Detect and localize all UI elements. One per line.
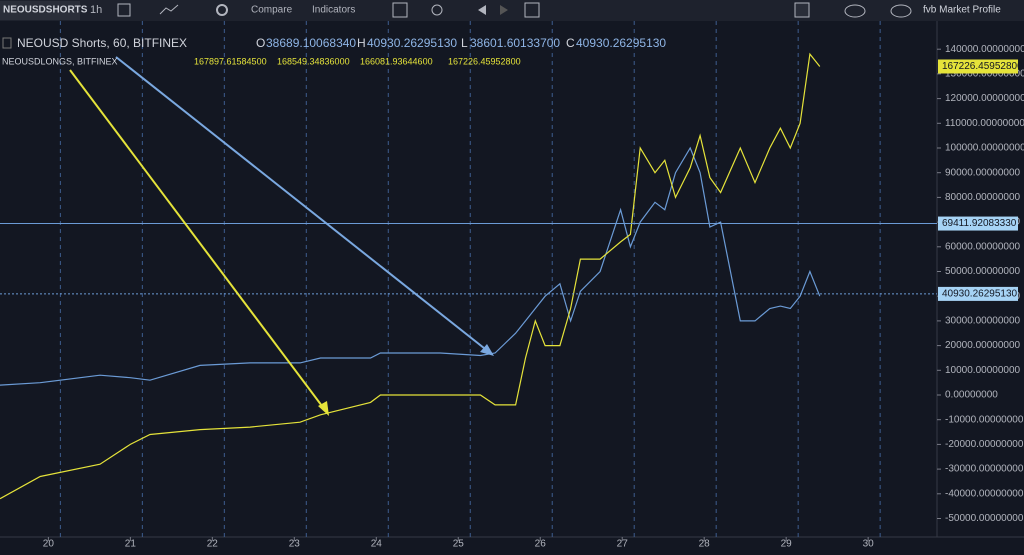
legend-h-label: H <box>357 36 366 50</box>
y-tick-label: 140000.00000000 <box>945 44 1024 55</box>
legend-c-label: C <box>566 36 575 50</box>
series-line <box>0 52 821 500</box>
legend-high: 40930.26295130 <box>367 36 457 50</box>
y-tick-label: -10000.00000000 <box>945 414 1024 425</box>
legend-low: 38601.60133700 <box>470 36 560 50</box>
y-tick-label: 20000.00000000 <box>945 340 1021 351</box>
y-tick-label: 110000.00000000 <box>945 118 1024 129</box>
x-tick-label: 23 <box>289 539 301 550</box>
x-tick-label: 22 <box>207 539 219 550</box>
series-line <box>0 146 821 386</box>
compare-button[interactable]: Compare <box>251 5 293 16</box>
settings-icon[interactable] <box>216 4 228 16</box>
alert-icon[interactable] <box>392 2 408 18</box>
legend-o-label: O <box>256 36 265 50</box>
y-tick-label: -40000.00000000 <box>945 488 1024 499</box>
bar-style-icon[interactable] <box>117 3 131 17</box>
y-tick-label: -20000.00000000 <box>945 439 1024 450</box>
legend-title: NEOUSD Shorts, 60, BITFINEX <box>17 36 187 50</box>
y-tick-label: 80000.00000000 <box>945 192 1021 203</box>
symbol[interactable]: NEOUSDSHORTS <box>3 5 88 16</box>
plot: 140000.00000000 130000.00000000 120000.000… <box>0 21 1024 550</box>
price-tag-label: 69411.92083330 <box>942 218 1017 229</box>
cloud-load-icon[interactable] <box>844 4 866 18</box>
legend-title: NEOUSDLONGS, BITFINEX <box>2 56 118 66</box>
last-value-label: 167226.45952800 <box>942 61 1023 72</box>
x-tick-label: 30 <box>863 539 875 550</box>
toolbar <box>0 0 1024 21</box>
redo-icon[interactable] <box>500 5 508 15</box>
yellow-arrow <box>69 69 329 416</box>
legend-high: 168549.34836000 <box>277 56 350 66</box>
y-tick-label: 50000.00000000 <box>945 266 1021 277</box>
y-tick-label: 60000.00000000 <box>945 241 1021 252</box>
y-tick-label: 130000.00000000 <box>945 69 1024 80</box>
legend-l-label: L <box>461 36 468 50</box>
x-tick-label: 28 <box>699 539 711 550</box>
x-tick-label: 21 <box>125 539 137 550</box>
indicators-button[interactable]: Indicators <box>312 5 355 16</box>
y-tick-label: -50000.00000000 <box>945 513 1024 524</box>
y-tick-label: 10000.00000000 <box>945 365 1021 376</box>
y-tick-label: 100000.00000000 <box>945 143 1024 154</box>
x-tick-label: 26 <box>535 539 547 550</box>
fullscreen-icon[interactable] <box>524 2 540 18</box>
legend-collapse[interactable] <box>2 37 12 49</box>
x-tick-label: 27 <box>617 539 629 550</box>
x-tick-label: 25 <box>453 539 465 550</box>
y-tick-label: -30000.00000000 <box>945 464 1024 475</box>
interval[interactable]: 1h <box>90 4 102 16</box>
undo-icon[interactable] <box>478 5 486 15</box>
profile-name[interactable]: fvb Market Profile <box>923 5 1001 16</box>
x-tick-label: 20 <box>43 539 55 550</box>
legend-low: 166081.93644600 <box>360 56 433 66</box>
legend-close: 167226.45952800 <box>448 56 521 66</box>
cloud-save-icon[interactable] <box>890 4 912 18</box>
legend-close: 40930.26295130 <box>576 36 666 50</box>
chart-type-icon[interactable] <box>159 4 179 15</box>
last-value-tag <box>938 59 1018 74</box>
symbol-box[interactable] <box>0 1 80 20</box>
legend-open: 167897.61584500 <box>194 56 267 66</box>
layout-icon[interactable] <box>794 2 810 18</box>
price-tag <box>938 216 1018 231</box>
y-tick-label: 0.00000000 <box>945 390 998 401</box>
x-tick-label: 29 <box>781 539 793 550</box>
theme-icon[interactable] <box>431 4 443 16</box>
price-tag <box>938 286 1018 301</box>
y-tick-label: 30000.00000000 <box>945 316 1021 327</box>
blue-arrow <box>115 56 494 356</box>
legend-open: 38689.10068340 <box>266 36 356 50</box>
y-tick-label: 90000.00000000 <box>945 167 1021 178</box>
x-tick-label: 24 <box>371 539 383 550</box>
y-tick-label: 120000.00000000 <box>945 93 1024 104</box>
price-tag-label: 40930.26295130 <box>942 289 1018 300</box>
